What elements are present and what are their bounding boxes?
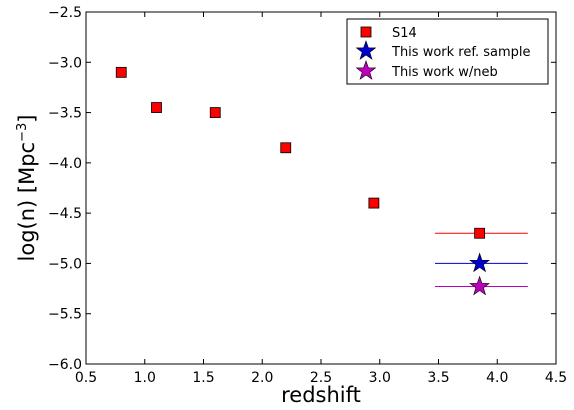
y-tick-label: −3.0 bbox=[48, 55, 82, 71]
legend-label-w-neb: This work w/neb bbox=[391, 65, 498, 80]
data-point-s14 bbox=[474, 227, 486, 239]
data-point-s14 bbox=[151, 102, 162, 113]
x-tick-label: 1.0 bbox=[134, 370, 156, 386]
x-axis-title: redshift bbox=[281, 383, 361, 405]
x-tick-label: 4.5 bbox=[545, 370, 567, 386]
y-axis-title-superscript: −3 bbox=[15, 123, 30, 142]
axis-ticks: 0.5 1.0 1.5 2.0 2.5 3.0 3.5 4.0 4.5 −2.5 −3.0 −3.5 −… bbox=[48, 5, 567, 386]
legend-label-s14: S14 bbox=[392, 26, 417, 41]
legend-marker-ref-sample bbox=[355, 40, 377, 60]
x-tick-label: 0.5 bbox=[75, 370, 97, 386]
y-tick-label: −4.5 bbox=[48, 206, 82, 222]
y-axis-title: log(n) [Mpc−3] bbox=[15, 115, 39, 262]
x-tick-label: 4.0 bbox=[486, 370, 508, 386]
legend-marker-s14 bbox=[360, 26, 372, 38]
chart-marks bbox=[115, 66, 528, 296]
y-tick-label: −5.5 bbox=[48, 307, 82, 323]
x-tick-label: 3.0 bbox=[369, 370, 391, 386]
data-point-s14 bbox=[115, 66, 127, 78]
x-tick-label: 1.5 bbox=[192, 370, 214, 386]
data-point-this-work-ref-sample bbox=[469, 252, 491, 273]
data-point-s14 bbox=[209, 107, 221, 118]
legend: S14 This work ref. sample This work w/ne… bbox=[346, 18, 549, 85]
x-tick-label: 2.0 bbox=[251, 370, 273, 386]
y-tick-label: −4.0 bbox=[48, 156, 82, 172]
legend-label-ref-sample: This work ref. sample bbox=[391, 45, 531, 60]
y-tick-label: −5.0 bbox=[48, 256, 82, 272]
x-tick-label: 2.5 bbox=[310, 370, 332, 386]
data-point-s14 bbox=[280, 142, 292, 154]
legend-marker-w-neb bbox=[355, 60, 377, 80]
y-axis-title-close: ] bbox=[15, 115, 39, 123]
y-axis-title-main: log(n) [Mpc bbox=[15, 142, 39, 262]
legend-frame bbox=[346, 18, 549, 85]
y-tick-label: −3.5 bbox=[48, 106, 82, 122]
x-tick-label: 3.5 bbox=[427, 370, 449, 386]
data-point-s14 bbox=[368, 197, 380, 209]
y-tick-label: −6.0 bbox=[48, 357, 82, 373]
y-tick-label: −2.5 bbox=[48, 5, 82, 21]
data-point-this-work-w-neb bbox=[469, 275, 491, 296]
